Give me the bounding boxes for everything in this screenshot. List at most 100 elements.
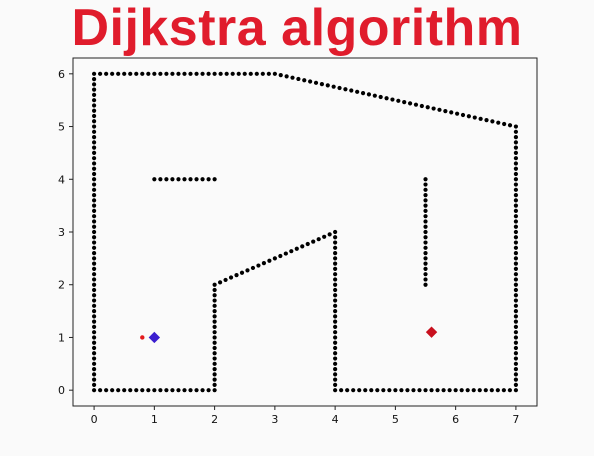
- obstacle-point: [239, 270, 245, 275]
- obstacle-point: [333, 261, 338, 266]
- obstacle-point: [513, 330, 519, 335]
- obstacle-point: [513, 187, 519, 192]
- obstacle-point: [290, 75, 295, 80]
- obstacle-point: [407, 101, 413, 106]
- obstacle-point: [91, 92, 97, 98]
- obstacle-point: [496, 120, 501, 125]
- obstacle-point: [333, 382, 338, 388]
- obstacle-point: [453, 388, 458, 393]
- obstacle-point: [396, 98, 401, 103]
- obstacle-point: [217, 280, 223, 285]
- obstacle-point: [91, 98, 97, 103]
- obstacle-point: [513, 229, 519, 235]
- obstacle-point: [455, 111, 460, 116]
- obstacle-point: [387, 388, 392, 393]
- obstacle-point: [411, 388, 416, 393]
- obstacle-point: [423, 261, 428, 266]
- obstacle-point: [305, 241, 310, 247]
- obstacle-point: [513, 245, 519, 250]
- obstacle-point: [91, 82, 97, 87]
- obstacle-point: [333, 235, 338, 240]
- obstacle-point: [91, 182, 97, 187]
- obstacle-point: [443, 109, 448, 114]
- obstacle-point: [513, 208, 519, 214]
- obstacle-point: [423, 203, 428, 208]
- obstacle-point: [91, 124, 97, 129]
- obstacle-point: [513, 261, 519, 266]
- obstacle-point: [91, 140, 97, 145]
- obstacle-point: [272, 256, 277, 261]
- obstacle-point: [316, 237, 321, 242]
- obstacle-point: [91, 103, 97, 108]
- obstacle-point: [91, 198, 97, 203]
- obstacle-point: [327, 232, 332, 237]
- obstacle-point: [333, 282, 338, 287]
- obstacle-point: [513, 240, 519, 245]
- obstacle-point: [152, 71, 157, 76]
- obstacle-point: [91, 340, 97, 345]
- obstacle-point: [375, 388, 380, 393]
- obstacle-point: [513, 203, 519, 208]
- obstacle-point: [513, 388, 519, 393]
- obstacle-point: [333, 361, 338, 366]
- obstacle-point: [429, 388, 434, 393]
- obstacle-point: [200, 71, 205, 76]
- obstacle-point: [513, 382, 519, 388]
- obstacle-point: [91, 345, 97, 351]
- obstacle-point: [333, 287, 338, 293]
- obstacle-point: [449, 110, 454, 115]
- obstacle-point: [513, 335, 519, 340]
- obstacle-point: [228, 275, 234, 280]
- obstacle-point: [212, 314, 217, 319]
- obstacle-point: [333, 266, 338, 272]
- obstacle-point: [363, 388, 368, 393]
- obstacle-point: [513, 198, 519, 203]
- obstacle-point: [333, 298, 338, 303]
- obstacle-point: [140, 71, 145, 76]
- obstacle-point: [490, 119, 495, 124]
- obstacle-point: [91, 87, 97, 92]
- obstacle-point: [331, 84, 336, 89]
- obstacle-point: [419, 103, 424, 109]
- obstacle-point: [164, 388, 169, 393]
- obstacle-point: [91, 203, 97, 208]
- obstacle-point: [140, 388, 145, 393]
- obstacle-point: [236, 71, 241, 76]
- obstacle-point: [513, 377, 519, 382]
- obstacle-point: [477, 388, 482, 393]
- obstacle-point: [182, 388, 187, 393]
- obstacle-point: [242, 71, 247, 76]
- obstacle-point: [322, 234, 327, 239]
- obstacle-point: [513, 256, 519, 261]
- obstacle-point: [513, 303, 519, 308]
- obstacle-point: [423, 235, 428, 240]
- obstacle-point: [333, 356, 338, 361]
- obstacle-point: [91, 256, 97, 261]
- obstacle-point: [483, 388, 488, 393]
- obstacle-point: [513, 345, 519, 351]
- obstacle-point: [459, 388, 464, 393]
- x-tick-label: 2: [211, 413, 218, 426]
- x-tick-label: 6: [452, 413, 459, 426]
- obstacle-point: [423, 224, 428, 229]
- obstacle-point: [333, 330, 338, 335]
- obstacle-point: [513, 219, 519, 224]
- obstacle-point: [212, 372, 217, 377]
- x-tick-label: 0: [91, 413, 98, 426]
- obstacle-point: [230, 71, 235, 76]
- obstacle-point: [152, 388, 157, 393]
- obstacle-point: [212, 71, 217, 76]
- obstacle-point: [91, 266, 97, 272]
- obstacle-point: [128, 71, 133, 76]
- obstacle-point: [351, 388, 356, 393]
- obstacle-point: [513, 356, 519, 361]
- obstacle-point: [104, 388, 109, 393]
- obstacle-point: [431, 106, 436, 111]
- obstacle-point: [345, 388, 350, 393]
- obstacle-point: [513, 272, 519, 277]
- page-title: Dijkstra algorithm: [71, 0, 523, 57]
- obstacle-point: [91, 161, 97, 166]
- obstacle-point: [425, 105, 430, 110]
- obstacle-point: [513, 182, 519, 187]
- obstacle-point: [296, 76, 301, 82]
